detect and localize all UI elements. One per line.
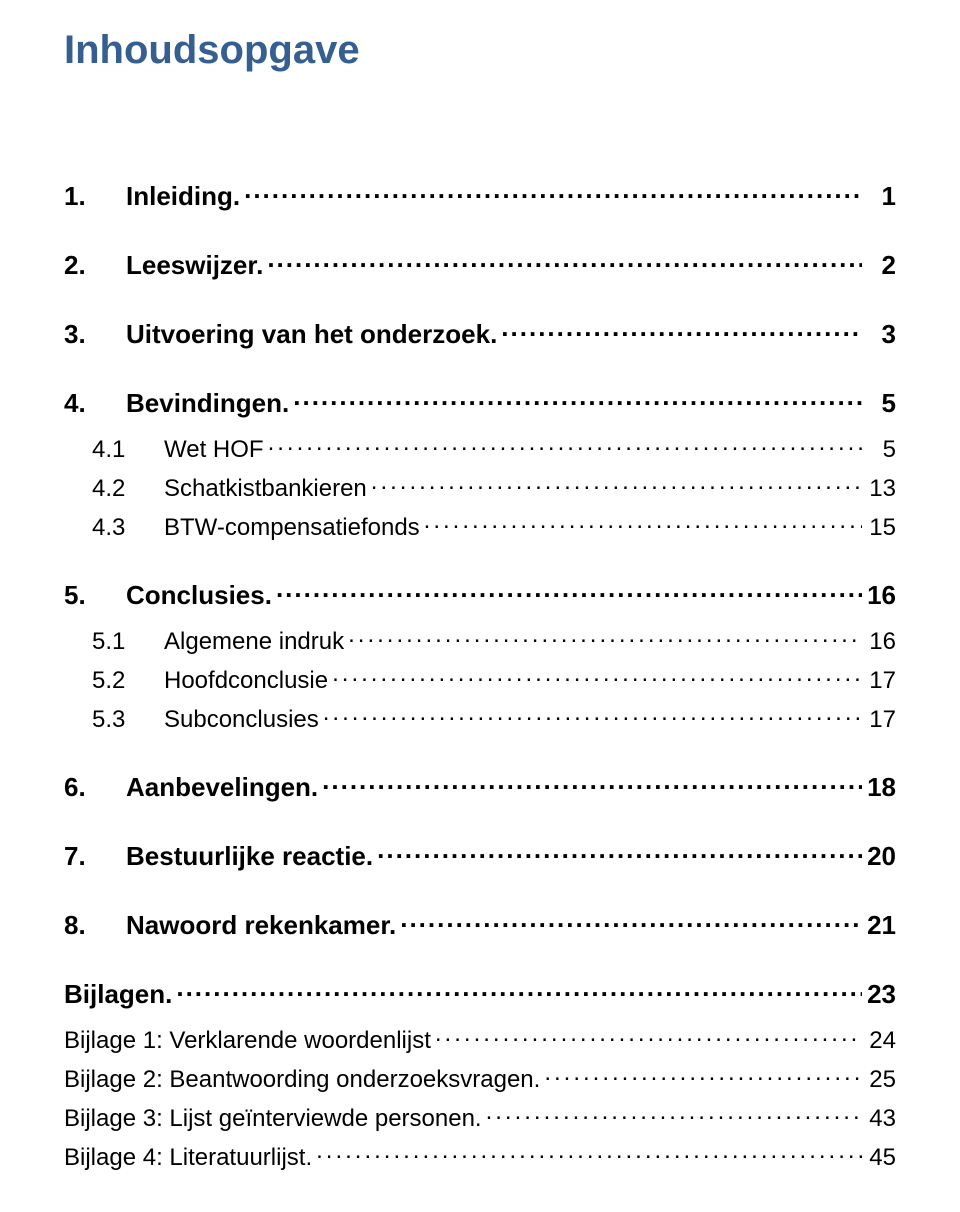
toc-entry-main: 1. Inleiding. 1	[64, 179, 896, 212]
toc-entry-page: 20	[866, 841, 896, 872]
toc-leader	[377, 839, 862, 865]
toc-entry-sub: 4.3 BTW-compensatiefonds 15	[64, 511, 896, 542]
toc-entry-sub: 5.1 Algemene indruk 16	[64, 625, 896, 656]
toc-entry-page: 21	[866, 910, 896, 941]
toc-leader	[322, 770, 862, 796]
toc-leader	[316, 1141, 862, 1165]
toc-leader	[323, 703, 862, 727]
toc-entry-num: 5.1	[64, 628, 164, 656]
toc-entry-num: 7.	[64, 841, 126, 872]
toc-entry-appendix: Bijlage 1: Verklarende woordenlijst 24	[64, 1024, 896, 1055]
toc-entry-sub: 5.3 Subconclusies 17	[64, 703, 896, 734]
toc-entry-page: 17	[866, 706, 896, 734]
toc-entry-page: 24	[866, 1027, 896, 1055]
toc-entry-page: 23	[866, 979, 896, 1010]
toc-entry-num: 6.	[64, 772, 126, 803]
toc-entry-num: 8.	[64, 910, 126, 941]
toc-leader	[332, 664, 862, 688]
toc-entry-page: 16	[866, 580, 896, 611]
toc-entry-label: Bijlage 1: Verklarende woordenlijst	[64, 1027, 431, 1055]
toc-entry-main: 2. Leeswijzer. 2	[64, 248, 896, 281]
toc-entry-num: 4.3	[64, 514, 164, 542]
toc-leader	[424, 511, 862, 535]
toc-entry-page: 15	[866, 514, 896, 542]
toc-leader	[348, 625, 862, 649]
toc-entry-page: 13	[866, 475, 896, 503]
toc-entry-appendix: Bijlage 4: Literatuurlijst. 45	[64, 1141, 896, 1172]
toc-entry-page: 43	[866, 1105, 896, 1133]
toc-entry-main: 4. Bevindingen. 5	[64, 386, 896, 419]
toc-entry-label: Leeswijzer.	[126, 250, 263, 281]
toc-entry-label: Wet HOF	[164, 436, 264, 464]
toc-entry-num: 5.	[64, 580, 126, 611]
toc-entry-main: 6. Aanbevelingen. 18	[64, 770, 896, 803]
toc-entry-main: 7. Bestuurlijke reactie. 20	[64, 839, 896, 872]
toc-list: 1. Inleiding. 1 2. Leeswijzer. 2 3. Uitv…	[64, 143, 896, 1172]
toc-entry-num: 4.1	[64, 436, 164, 464]
toc-entry-label: Bijlage 3: Lijst geïnterviewde personen.	[64, 1105, 482, 1133]
toc-leader	[268, 433, 862, 457]
toc-leader	[544, 1063, 862, 1087]
toc-entry-label: Aanbevelingen.	[126, 772, 318, 803]
toc-leader	[293, 386, 862, 412]
toc-entry-main: 3. Uitvoering van het onderzoek. 3	[64, 317, 896, 350]
toc-leader	[486, 1102, 862, 1126]
toc-entry-num: 2.	[64, 250, 126, 281]
toc-entry-num: 3.	[64, 319, 126, 350]
toc-entry-page: 2	[866, 250, 896, 281]
toc-entry-label: Subconclusies	[164, 706, 319, 734]
toc-entry-label: Schatkistbankieren	[164, 475, 367, 503]
toc-entry-label: Bijlage 2: Beantwoording onderzoeksvrage…	[64, 1066, 540, 1094]
toc-leader	[176, 977, 862, 1003]
toc-entry-main: 5. Conclusies. 16	[64, 578, 896, 611]
toc-leader	[371, 472, 862, 496]
toc-entry-appendix: Bijlage 3: Lijst geïnterviewde personen.…	[64, 1102, 896, 1133]
toc-entry-page: 1	[866, 181, 896, 212]
toc-entry-sub: 4.2 Schatkistbankieren 13	[64, 472, 896, 503]
toc-entry-num: 1.	[64, 181, 126, 212]
toc-entry-label: Bijlagen.	[64, 979, 172, 1010]
toc-leader	[400, 908, 862, 934]
toc-entry-page: 25	[866, 1066, 896, 1094]
toc-entry-label: Uitvoering van het onderzoek.	[126, 319, 497, 350]
toc-entry-sub: 5.2 Hoofdconclusie 17	[64, 664, 896, 695]
toc-leader	[244, 179, 862, 205]
toc-entry-page: 18	[866, 772, 896, 803]
toc-entry-main: Bijlagen. 23	[64, 977, 896, 1010]
toc-entry-label: Inleiding.	[126, 181, 240, 212]
toc-entry-num: 4.	[64, 388, 126, 419]
toc-entry-label: Nawoord rekenkamer.	[126, 910, 396, 941]
toc-leader	[501, 317, 862, 343]
toc-entry-page: 5	[866, 436, 896, 464]
toc-leader	[276, 578, 862, 604]
toc-entry-page: 16	[866, 628, 896, 656]
toc-entry-num: 4.2	[64, 475, 164, 503]
toc-entry-page: 5	[866, 388, 896, 419]
toc-entry-num: 5.2	[64, 667, 164, 695]
toc-page: Inhoudsopgave 1. Inleiding. 1 2. Leeswij…	[0, 0, 960, 1212]
toc-entry-label: Bestuurlijke reactie.	[126, 841, 373, 872]
toc-entry-page: 3	[866, 319, 896, 350]
toc-entry-main: 8. Nawoord rekenkamer. 21	[64, 908, 896, 941]
toc-entry-num: 5.3	[64, 706, 164, 734]
toc-entry-sub: 4.1 Wet HOF 5	[64, 433, 896, 464]
toc-leader	[435, 1024, 862, 1048]
toc-entry-label: Bevindingen.	[126, 388, 289, 419]
toc-entry-label: BTW-compensatiefonds	[164, 514, 420, 542]
toc-entry-label: Conclusies.	[126, 580, 272, 611]
toc-title: Inhoudsopgave	[64, 28, 896, 73]
toc-leader	[267, 248, 862, 274]
toc-entry-label: Bijlage 4: Literatuurlijst.	[64, 1144, 312, 1172]
toc-entry-label: Hoofdconclusie	[164, 667, 328, 695]
toc-entry-appendix: Bijlage 2: Beantwoording onderzoeksvrage…	[64, 1063, 896, 1094]
toc-entry-page: 17	[866, 667, 896, 695]
toc-entry-label: Algemene indruk	[164, 628, 344, 656]
toc-entry-page: 45	[866, 1144, 896, 1172]
